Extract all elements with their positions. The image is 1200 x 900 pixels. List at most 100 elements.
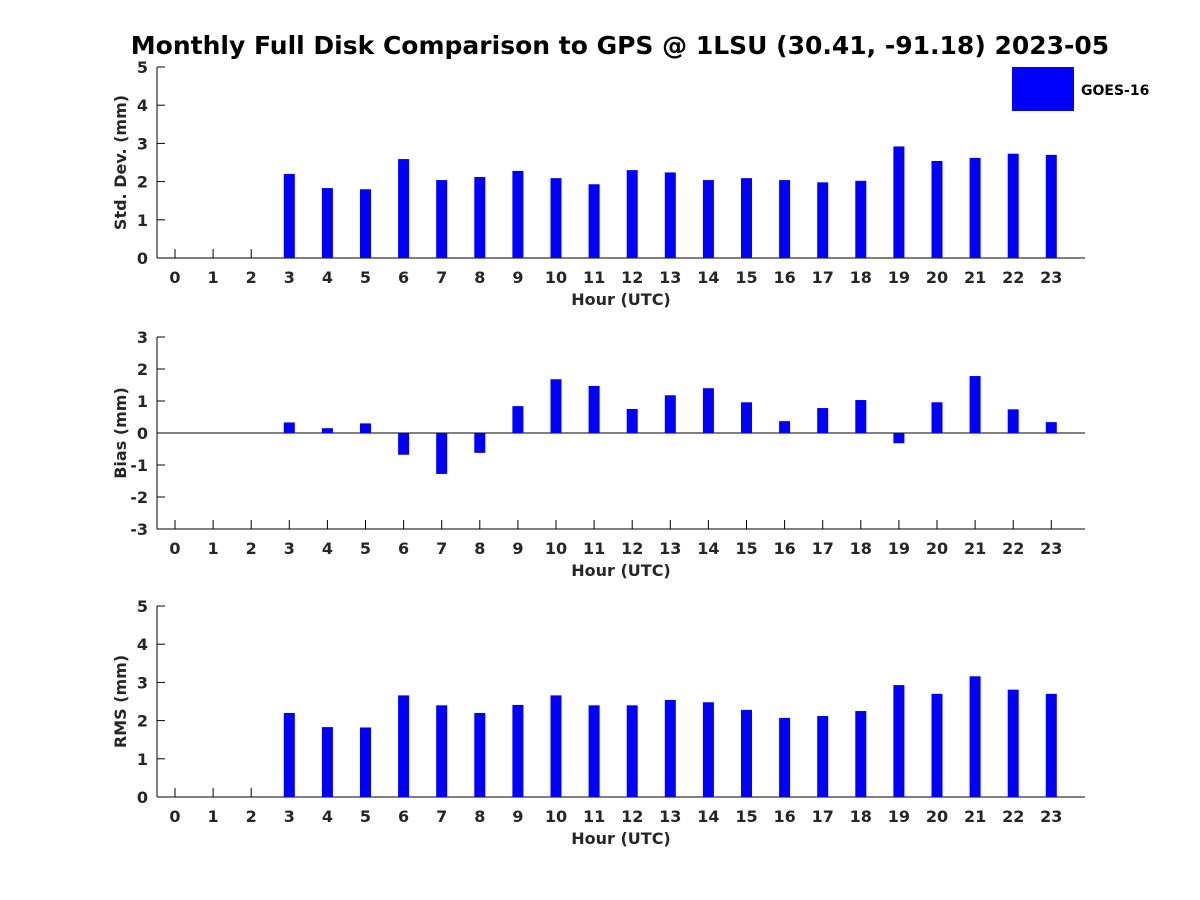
bar-hour-13 (664, 699, 676, 797)
y-axis-label: Bias (mm) (111, 387, 130, 479)
bar-hour-5 (360, 727, 371, 797)
x-tick-label: 16 (773, 539, 795, 558)
bar-hour-3 (283, 712, 295, 797)
x-tick-label: 2 (246, 268, 257, 287)
bar-hour-23 (1045, 422, 1057, 433)
y-tick-label: 5 (137, 597, 148, 616)
bar-hour-14 (702, 388, 714, 433)
bar-hour-11 (588, 385, 600, 433)
x-tick-label: 23 (1040, 539, 1062, 558)
x-tick-label: 17 (812, 268, 834, 287)
bar-hour-21 (969, 676, 981, 797)
x-tick-label: 0 (169, 539, 180, 558)
y-tick-label: 4 (137, 96, 148, 115)
x-tick-label: 8 (474, 807, 485, 826)
bar-hour-16 (779, 717, 791, 797)
x-tick-label: 15 (735, 268, 757, 287)
bar-hour-15 (741, 709, 752, 797)
y-tick-label: 2 (137, 173, 148, 192)
x-axis-label: Hour (UTC) (571, 829, 671, 848)
bar-hour-16 (779, 180, 791, 258)
x-tick-label: 13 (659, 807, 681, 826)
bar-hour-19 (893, 146, 905, 258)
bar-hour-6 (398, 433, 410, 455)
bar-hour-11 (588, 705, 600, 797)
x-tick-label: 19 (888, 268, 910, 287)
x-tick-label: 17 (812, 807, 834, 826)
y-axis-label: RMS (mm) (111, 655, 130, 748)
y-tick-label: 2 (137, 360, 148, 379)
x-tick-label: 18 (850, 268, 872, 287)
bar-hour-13 (664, 172, 676, 258)
bar-hour-12 (626, 705, 638, 797)
y-tick-label: 3 (137, 134, 148, 153)
x-axis-label: Hour (UTC) (571, 290, 671, 309)
bar-hour-9 (512, 704, 524, 797)
chart-title: Monthly Full Disk Comparison to GPS @ 1L… (131, 31, 1109, 60)
bar-hour-20 (931, 693, 943, 797)
x-tick-label: 19 (888, 807, 910, 826)
bar-hour-10 (550, 695, 562, 797)
bar-hour-21 (969, 376, 981, 433)
x-tick-label: 12 (621, 268, 643, 287)
bar-hour-4 (321, 727, 333, 797)
bar-hour-7 (436, 180, 448, 258)
bar-hour-15 (741, 178, 752, 258)
x-tick-label: 10 (545, 539, 567, 558)
x-tick-label: 4 (322, 807, 333, 826)
x-tick-label: 6 (398, 268, 409, 287)
x-tick-label: 2 (246, 807, 257, 826)
bar-hour-8 (474, 433, 486, 453)
bar-hour-9 (512, 406, 524, 433)
bar-hour-6 (398, 695, 410, 797)
bar-hour-22 (1007, 409, 1019, 433)
legend-swatch-goes-16 (1012, 67, 1074, 111)
y-tick-label: 2 (137, 712, 148, 731)
bar-hour-5 (360, 189, 371, 258)
x-tick-label: 16 (773, 807, 795, 826)
x-tick-label: 18 (850, 539, 872, 558)
bar-hour-17 (817, 182, 829, 258)
x-tick-label: 12 (621, 539, 643, 558)
x-tick-label: 23 (1040, 268, 1062, 287)
y-tick-label: 4 (137, 635, 148, 654)
x-tick-label: 6 (398, 539, 409, 558)
x-tick-label: 18 (850, 807, 872, 826)
x-tick-label: 1 (208, 807, 219, 826)
bar-hour-8 (474, 177, 486, 258)
x-tick-label: 22 (1002, 807, 1024, 826)
bar-hour-17 (817, 408, 829, 433)
bar-hour-18 (855, 711, 867, 797)
x-tick-label: 7 (436, 268, 447, 287)
bar-hour-22 (1007, 153, 1019, 258)
x-tick-label: 22 (1002, 539, 1024, 558)
x-tick-label: 21 (964, 268, 986, 287)
x-tick-label: 0 (169, 807, 180, 826)
x-tick-label: 5 (360, 539, 371, 558)
x-tick-label: 7 (436, 539, 447, 558)
x-tick-label: 4 (322, 268, 333, 287)
x-tick-label: 9 (512, 539, 523, 558)
x-tick-label: 10 (545, 807, 567, 826)
x-tick-label: 14 (697, 268, 719, 287)
x-tick-label: 22 (1002, 268, 1024, 287)
legend-label-goes-16: GOES-16 (1081, 83, 1149, 99)
x-tick-label: 3 (284, 268, 295, 287)
x-tick-label: 5 (360, 807, 371, 826)
x-tick-label: 8 (474, 268, 485, 287)
x-tick-label: 4 (322, 539, 333, 558)
bar-hour-15 (741, 402, 752, 433)
y-axis-label: Std. Dev. (mm) (111, 95, 130, 230)
y-tick-label: 3 (137, 673, 148, 692)
bar-hour-12 (626, 170, 638, 258)
x-tick-label: 17 (812, 539, 834, 558)
x-tick-label: 8 (474, 539, 485, 558)
x-tick-label: 19 (888, 539, 910, 558)
bar-hour-16 (779, 421, 791, 433)
x-tick-label: 15 (735, 807, 757, 826)
x-tick-label: 6 (398, 807, 409, 826)
